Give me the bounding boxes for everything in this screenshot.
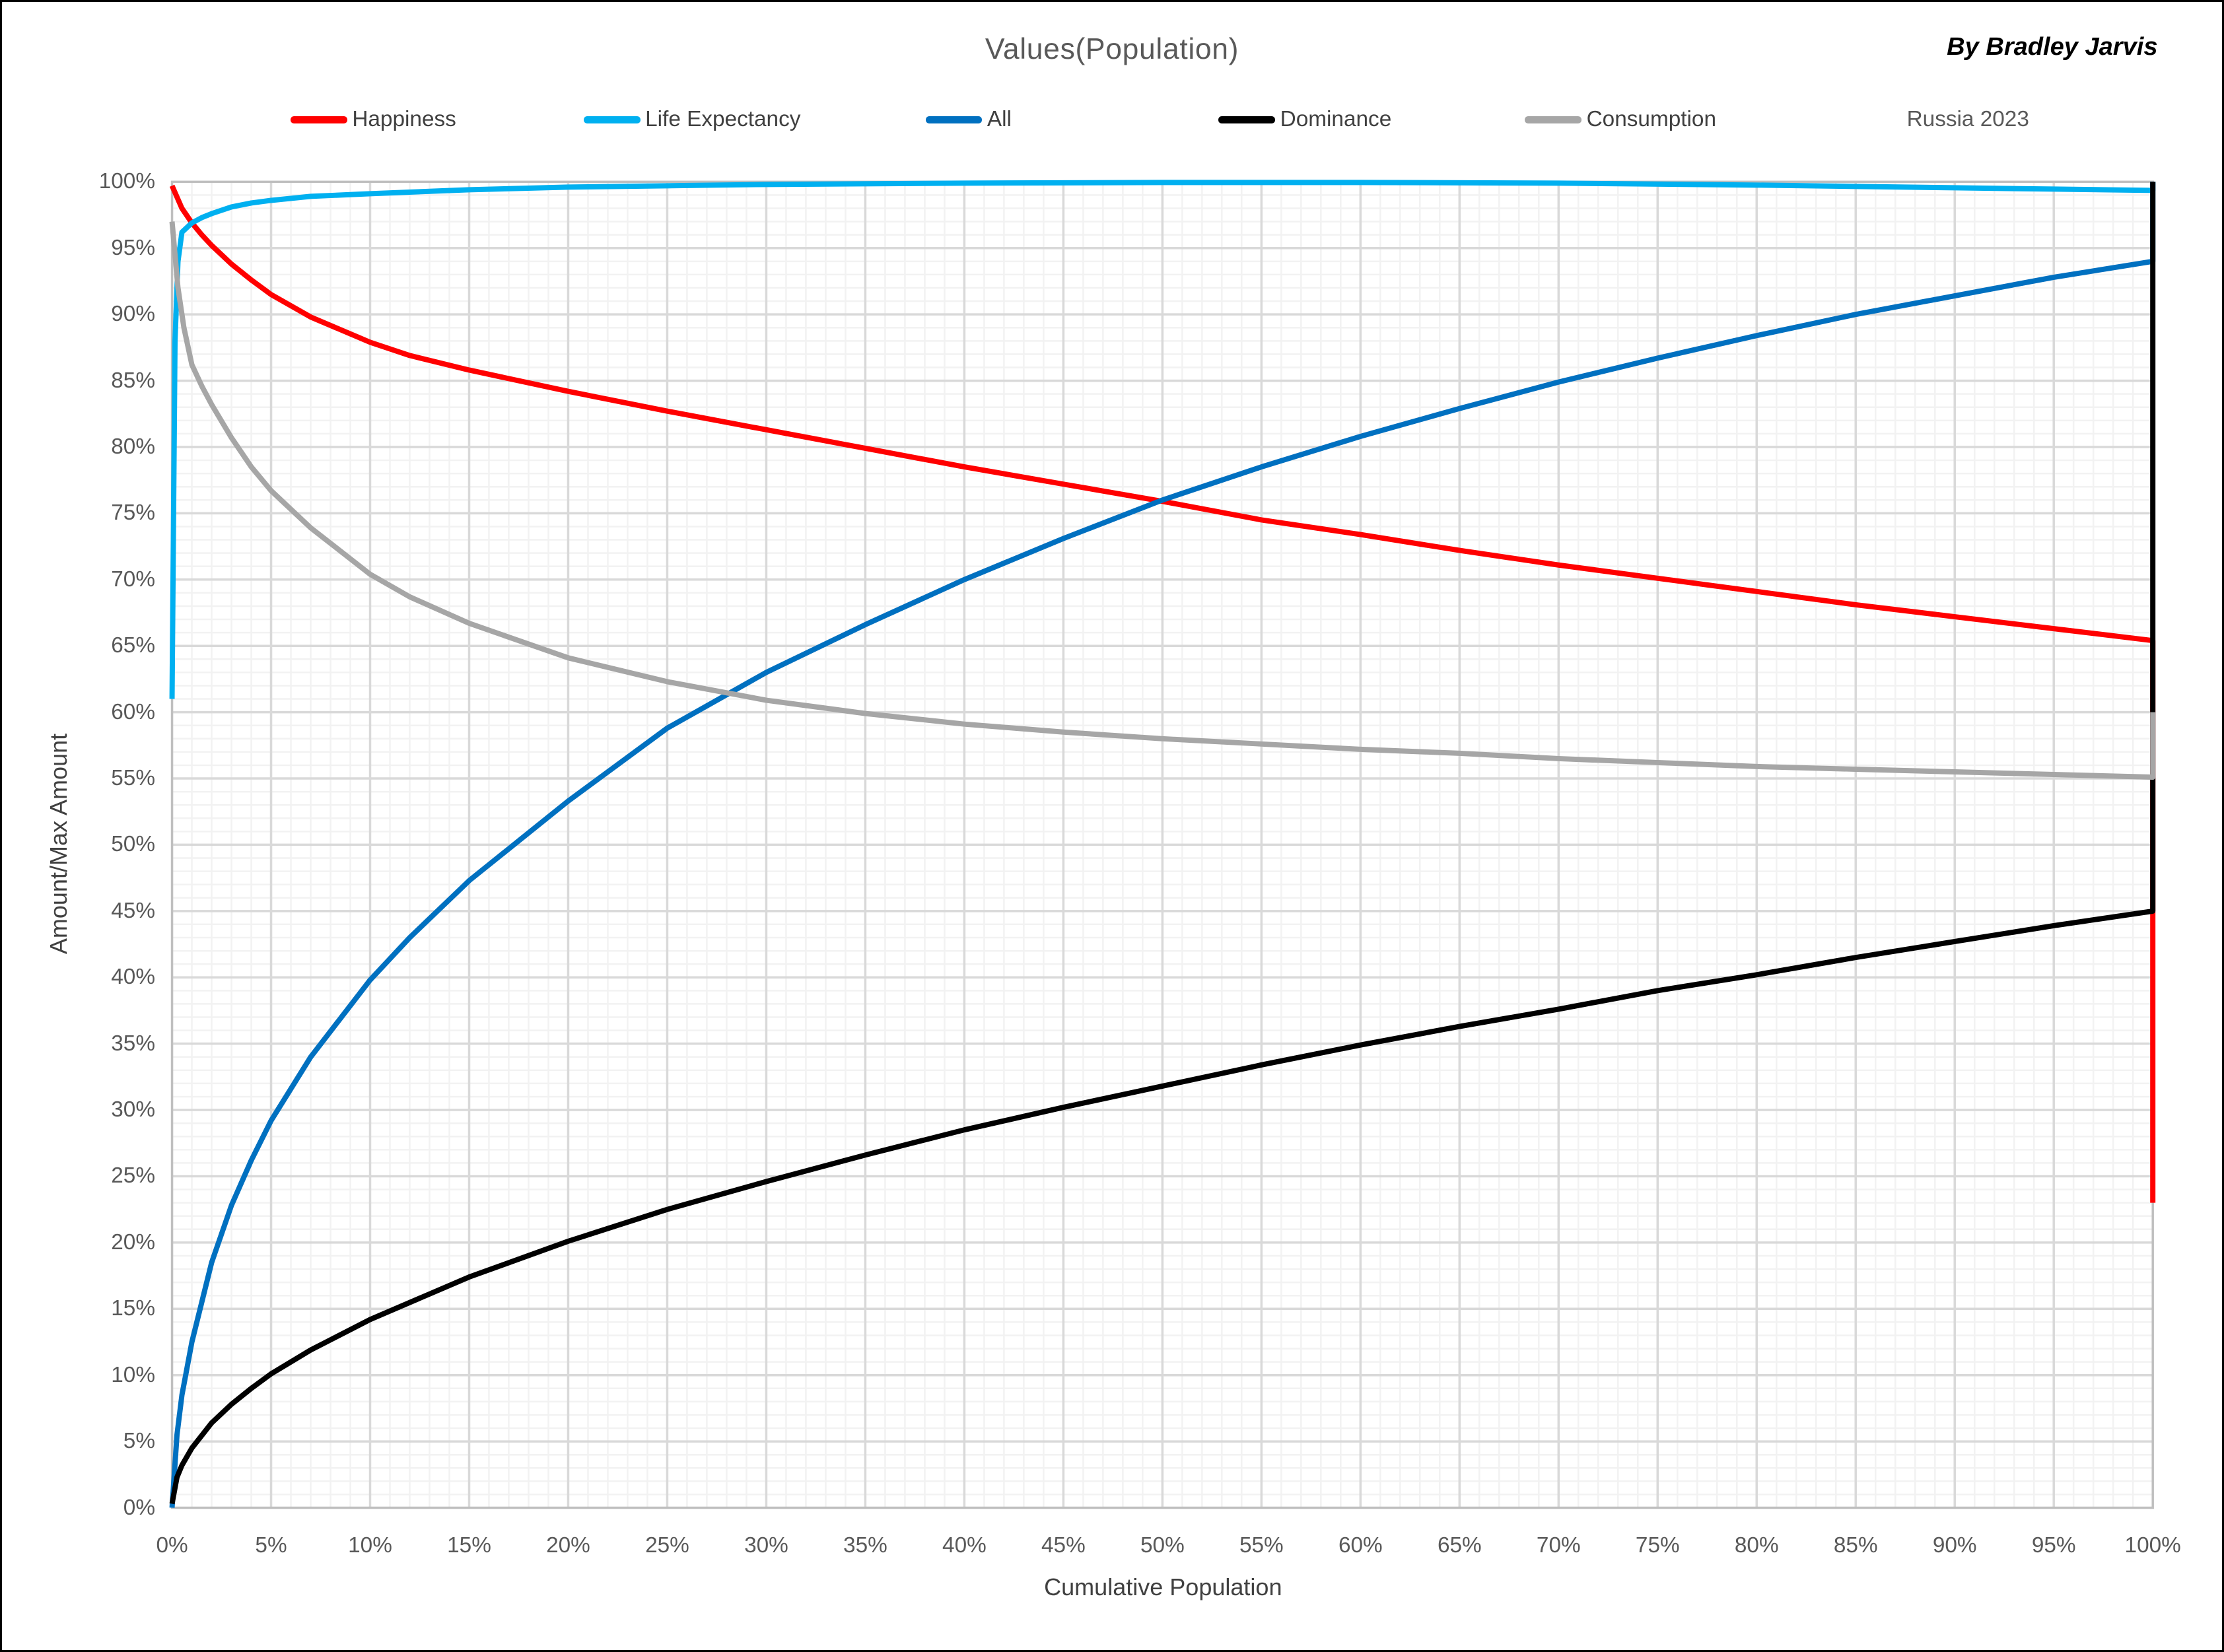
legend-label: All bbox=[987, 107, 1012, 132]
x-tick-label: 65% bbox=[1437, 1533, 1482, 1558]
x-tick-label: 45% bbox=[1041, 1533, 1086, 1558]
legend-label: Consumption bbox=[1586, 107, 1716, 132]
y-tick-label: 20% bbox=[111, 1229, 155, 1255]
series-line-dominance bbox=[169, 182, 2156, 1505]
series-line-all bbox=[169, 182, 2156, 1508]
x-tick-label: 40% bbox=[942, 1533, 987, 1558]
y-tick-label: 5% bbox=[123, 1429, 155, 1454]
legend-swatch-all-icon bbox=[925, 116, 983, 123]
y-tick-label: 55% bbox=[111, 766, 155, 791]
y-tick-label: 60% bbox=[111, 699, 155, 724]
y-tick-label: 40% bbox=[111, 965, 155, 990]
y-tick-label: 15% bbox=[111, 1296, 155, 1321]
legend-swatch-happiness-icon bbox=[291, 116, 347, 123]
x-tick-label: 100% bbox=[2124, 1533, 2181, 1558]
annotation-russia-2023: Russia 2023 bbox=[1906, 107, 2029, 132]
x-tick-label: 95% bbox=[2031, 1533, 2076, 1558]
y-tick-label: 65% bbox=[111, 633, 155, 658]
x-tick-label: 15% bbox=[447, 1533, 491, 1558]
y-axis-title: Amount/Max Amount bbox=[44, 734, 72, 955]
x-tick-label: 25% bbox=[645, 1533, 689, 1558]
y-tick-label: 70% bbox=[111, 567, 155, 592]
x-tick-label: 50% bbox=[1140, 1533, 1185, 1558]
x-axis-title: Cumulative Population bbox=[1044, 1573, 1282, 1601]
series-line-consumption bbox=[169, 221, 2156, 780]
y-tick-label: 30% bbox=[111, 1097, 155, 1122]
x-tick-label: 90% bbox=[1932, 1533, 1977, 1558]
legend-item-all: All bbox=[925, 107, 1012, 132]
y-tick-label: 10% bbox=[111, 1362, 155, 1387]
x-tick-label: 60% bbox=[1338, 1533, 1383, 1558]
series-line-life-expectancy bbox=[169, 180, 2156, 699]
legend-label: Dominance bbox=[1280, 107, 1392, 132]
legend-item-dominance: Dominance bbox=[1218, 107, 1391, 132]
y-tick-label: 50% bbox=[111, 832, 155, 857]
legend-swatch-consumption-icon bbox=[1525, 116, 1582, 123]
chart-title: Values(Population) bbox=[985, 33, 1239, 66]
legend-item-life-expectancy: Life Expectancy bbox=[583, 107, 801, 132]
y-tick-label: 95% bbox=[111, 235, 155, 260]
legend-item-happiness: Happiness bbox=[291, 107, 456, 132]
x-tick-label: 70% bbox=[1536, 1533, 1581, 1558]
y-tick-label: 75% bbox=[111, 500, 155, 526]
x-tick-label: 80% bbox=[1734, 1533, 1779, 1558]
x-tick-label: 0% bbox=[156, 1533, 188, 1558]
y-tick-label: 85% bbox=[111, 368, 155, 393]
x-tick-label: 30% bbox=[744, 1533, 788, 1558]
x-tick-label: 85% bbox=[1833, 1533, 1878, 1558]
y-tick-label: 35% bbox=[111, 1031, 155, 1056]
y-tick-label: 0% bbox=[123, 1495, 155, 1520]
legend-label: Happiness bbox=[352, 107, 456, 132]
y-tick-label: 45% bbox=[111, 898, 155, 923]
x-tick-label: 75% bbox=[1635, 1533, 1680, 1558]
y-tick-label: 90% bbox=[111, 302, 155, 327]
x-tick-label: 10% bbox=[348, 1533, 392, 1558]
legend-item-consumption: Consumption bbox=[1525, 107, 1716, 132]
y-tick-label: 100% bbox=[98, 169, 155, 194]
y-tick-label: 25% bbox=[111, 1163, 155, 1188]
x-tick-label: 55% bbox=[1239, 1533, 1284, 1558]
x-tick-label: 5% bbox=[255, 1533, 287, 1558]
x-tick-label: 35% bbox=[843, 1533, 887, 1558]
x-tick-label: 20% bbox=[546, 1533, 590, 1558]
series-line-happiness bbox=[169, 184, 2156, 1203]
chart-byline: By Bradley Jarvis bbox=[1947, 33, 2158, 61]
legend-swatch-life-expectancy-icon bbox=[583, 116, 641, 123]
legend-label: Life Expectancy bbox=[645, 107, 801, 132]
y-tick-label: 80% bbox=[111, 434, 155, 459]
legend-swatch-dominance-icon bbox=[1218, 116, 1276, 123]
